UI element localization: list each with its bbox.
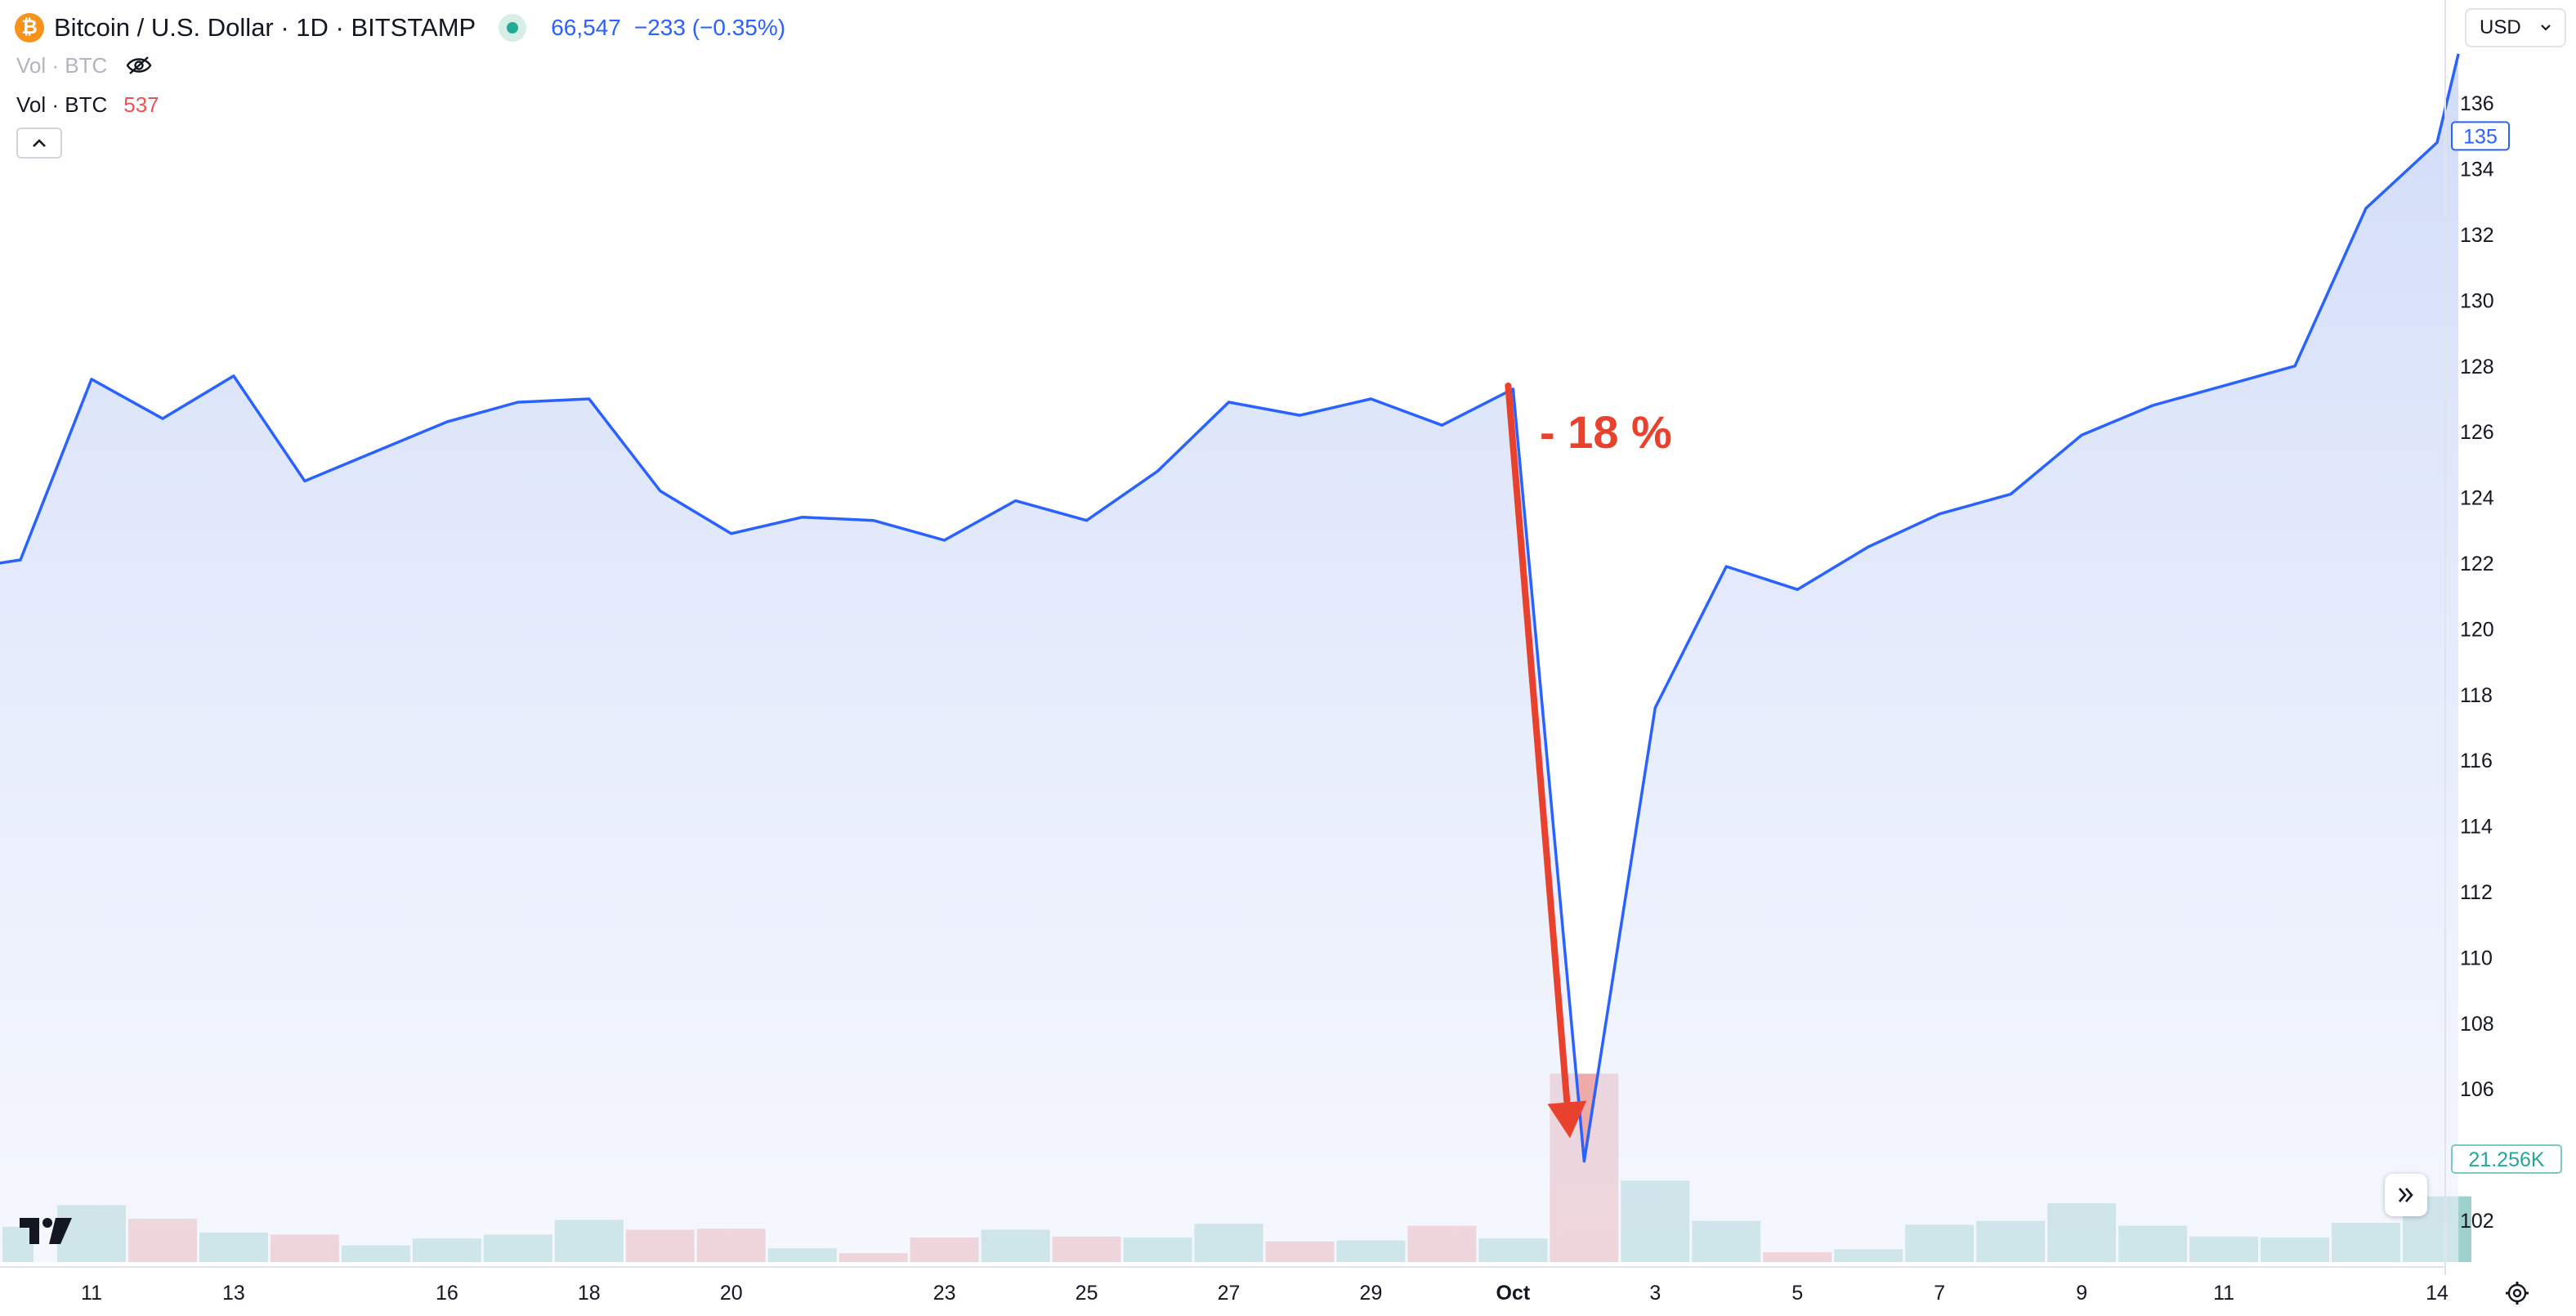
volume-label: Vol · BTC xyxy=(16,92,108,117)
scroll-to-realtime-button[interactable] xyxy=(2385,1174,2427,1216)
x-tick-label: 18 xyxy=(578,1282,601,1305)
current-price-label: 135 xyxy=(2463,125,2498,148)
volume-value: 537 xyxy=(123,92,159,117)
double-chevron-right-icon xyxy=(2399,1188,2413,1202)
y-tick-label: 108 xyxy=(2460,1013,2494,1036)
time-axis[interactable]: 11 13 16 18 20 23 25 27 29 Oct 3 5 7 9 11 14 xyxy=(0,1266,2449,1305)
y-tick-label: 114 xyxy=(2460,816,2493,839)
symbol-header: ₿ Bitcoin / U.S. Dollar · 1D · BITSTAMP … xyxy=(15,10,785,46)
volume-label-box xyxy=(2451,1144,2562,1174)
y-tick-label: 136 xyxy=(2460,92,2494,115)
y-tick-label: 112 xyxy=(2460,881,2493,904)
tradingview-logo[interactable] xyxy=(18,1215,75,1247)
y-tick-label: 132 xyxy=(2460,224,2494,247)
price-area-fill xyxy=(0,53,2459,1262)
currency-label: USD xyxy=(2480,16,2521,38)
hidden-volume-legend: Vol · BTC xyxy=(16,51,153,80)
x-tick-label: 25 xyxy=(1076,1282,1098,1305)
y-tick-label: 118 xyxy=(2460,684,2493,707)
x-tick-label: 3 xyxy=(1649,1282,1661,1305)
y-tick-label: 124 xyxy=(2460,487,2494,510)
current-price-label-box xyxy=(2451,121,2510,151)
volume-axis-label: 21.256K xyxy=(2468,1148,2544,1171)
x-tick-label: 29 xyxy=(1360,1282,1383,1305)
y-tick-label: 110 xyxy=(2460,947,2493,969)
x-tick-label: 11 xyxy=(2213,1282,2234,1305)
y-tick-label: 134 xyxy=(2460,159,2494,181)
y-tick-label: 128 xyxy=(2460,356,2494,378)
x-tick-label: 13 xyxy=(222,1282,245,1305)
x-tick-label: 16 xyxy=(436,1282,458,1305)
price-line xyxy=(0,53,2460,1163)
chevron-up-icon xyxy=(33,139,46,147)
bitcoin-logo-icon: ₿ xyxy=(15,13,44,43)
y-tick-label: 120 xyxy=(2460,618,2494,641)
drop-annotation: - 18 % xyxy=(1540,406,1672,458)
hidden-volume-label: Vol · BTC xyxy=(16,52,108,78)
drop-arrow-shaft xyxy=(1505,382,1571,1106)
axis-labels: 135 21.256K xyxy=(2451,121,2562,1174)
x-tick-label: 20 xyxy=(720,1282,743,1305)
currency-select[interactable]: USD xyxy=(2465,8,2566,47)
drop-arrow-head xyxy=(1547,1100,1587,1139)
y-tick-label: 126 xyxy=(2460,421,2494,444)
price-change: −233 (−0.35%) xyxy=(633,15,786,40)
x-tick-label: 9 xyxy=(2076,1282,2087,1305)
eye-off-icon[interactable] xyxy=(125,55,153,76)
x-tick-label: Oct xyxy=(1496,1282,1531,1305)
y-tick-label: 102 xyxy=(2460,1210,2494,1233)
volume-legend: Vol · BTC 537 xyxy=(16,90,159,119)
x-tick-label: 23 xyxy=(933,1282,956,1305)
symbol-title[interactable]: Bitcoin / U.S. Dollar · 1D · BITSTAMP xyxy=(54,13,476,42)
market-status-icon[interactable] xyxy=(499,14,527,42)
collapse-legend-button[interactable] xyxy=(16,128,62,159)
price-axis[interactable]: 1021041061081101121141161181201221241261… xyxy=(2444,0,2494,1275)
y-tick-label: 106 xyxy=(2460,1078,2494,1101)
x-tick-label: 7 xyxy=(1934,1282,1945,1305)
x-tick-label: 5 xyxy=(1791,1282,1803,1305)
last-price: 66,547 xyxy=(551,15,621,40)
x-tick-label: 27 xyxy=(1218,1282,1241,1305)
x-tick-label: 11 xyxy=(81,1282,102,1305)
y-tick-label: 116 xyxy=(2460,750,2493,772)
chevron-down-icon xyxy=(2541,25,2551,31)
y-tick-label: 122 xyxy=(2460,553,2494,575)
drop-arrow xyxy=(1505,382,1587,1139)
y-tick-label: 130 xyxy=(2460,289,2494,312)
x-tick-label: 14 xyxy=(2426,1282,2449,1305)
gear-icon[interactable] xyxy=(2504,1280,2530,1306)
